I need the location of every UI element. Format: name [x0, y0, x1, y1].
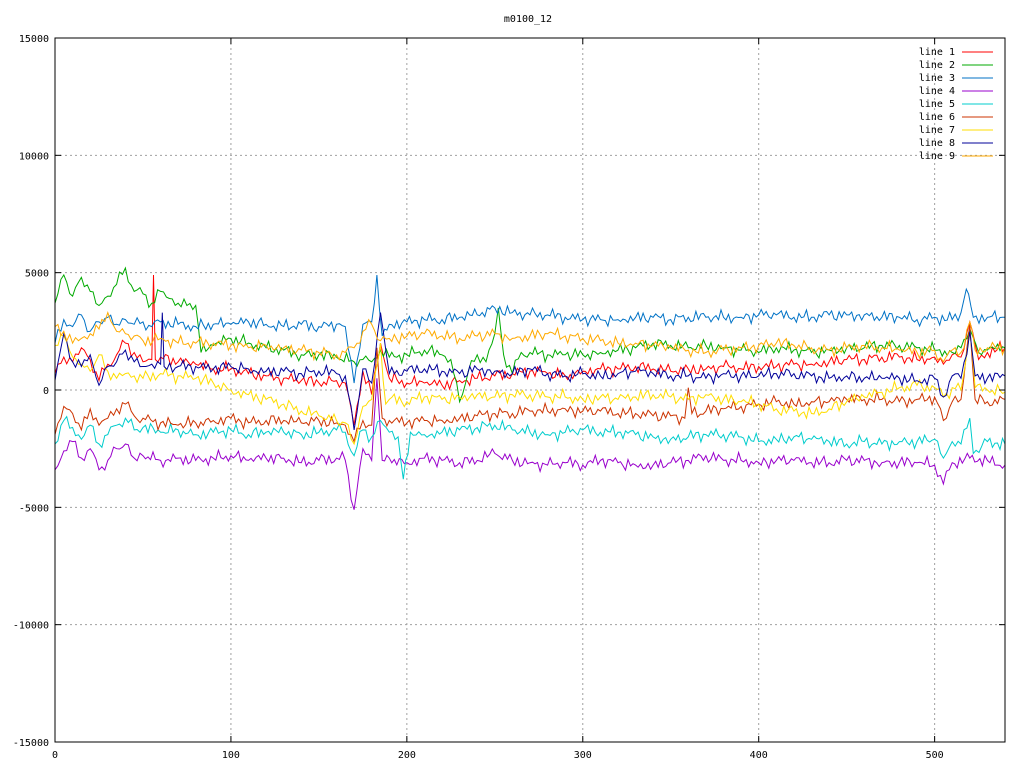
x-axis-ticks: 0 100 200 300 400 500 — [52, 38, 944, 761]
legend-label: line 1 — [919, 47, 955, 58]
series-line-6 — [54, 324, 1006, 444]
series-line-8 — [54, 312, 1006, 430]
y-tick-label: 10000 — [19, 151, 49, 162]
y-tick-label: -5000 — [19, 503, 49, 514]
legend-label: line 8 — [919, 138, 955, 149]
x-tick-label: 100 — [222, 750, 240, 761]
legend-label: line 2 — [919, 60, 955, 71]
x-tick-label: 400 — [750, 750, 768, 761]
series-layer — [54, 266, 1006, 510]
y-tick-label: 15000 — [19, 34, 49, 45]
x-tick-label: 300 — [574, 750, 592, 761]
y-tick-label: 0 — [43, 386, 49, 397]
x-tick-label: 200 — [398, 750, 416, 761]
series-line-9 — [54, 311, 1006, 363]
legend-label: line 5 — [919, 99, 955, 110]
legend-label: line 7 — [919, 125, 955, 136]
x-tick-label: 500 — [926, 750, 944, 761]
legend: line 1 line 2 line 3 line 4 line 5 line 6 line… — [919, 47, 993, 162]
legend-label: line 9 — [919, 151, 955, 162]
series-line-5 — [54, 415, 1006, 480]
x-tick-label: 0 — [52, 750, 58, 761]
legend-label: line 3 — [919, 73, 955, 84]
y-tick-label: -10000 — [13, 621, 49, 632]
series-line-3 — [54, 274, 1005, 384]
legend-label: line 6 — [919, 112, 955, 123]
series-line-1 — [54, 274, 1006, 426]
legend-label: line 4 — [919, 86, 955, 97]
y-axis-ticks: -15000 -10000 -5000 0 5000 10000 15000 — [13, 34, 1005, 749]
series-line-4 — [54, 378, 1006, 510]
series-line-7 — [55, 331, 1006, 446]
chart-title: m0100_12 — [504, 14, 552, 25]
y-tick-label: 5000 — [25, 269, 49, 280]
y-tick-label: -15000 — [13, 738, 49, 749]
grid — [55, 38, 1005, 742]
